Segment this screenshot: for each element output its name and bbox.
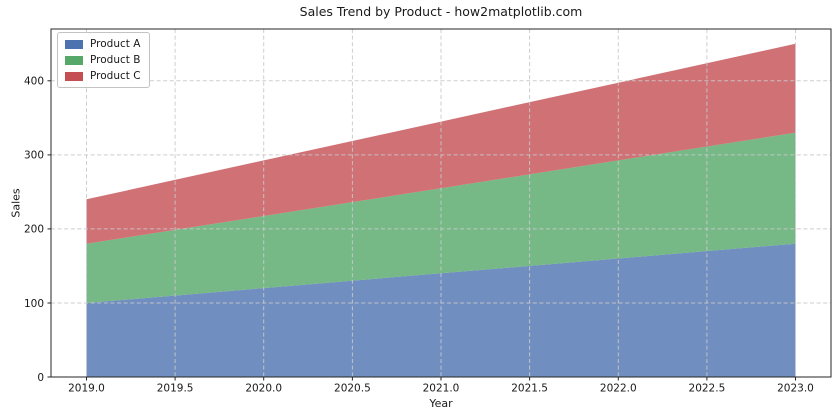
x-axis-label: Year	[429, 397, 453, 410]
legend-item-product-b: Product B	[65, 54, 141, 66]
y-tick-label: 0	[37, 372, 44, 384]
legend-swatch-product-b	[65, 55, 83, 65]
x-tick-label: 2019.5	[157, 383, 194, 395]
legend-label-product-c: Product C	[90, 70, 141, 82]
legend-label-product-a: Product A	[90, 38, 141, 50]
x-tick-label: 2020.0	[245, 383, 282, 395]
x-tick-label: 2022.5	[689, 383, 726, 395]
x-tick-label: 2022.0	[600, 383, 637, 395]
legend: Product A Product B Product C	[57, 32, 150, 88]
x-tick-label: 2021.0	[423, 383, 460, 395]
y-tick-label: 200	[24, 224, 44, 236]
legend-label-product-b: Product B	[90, 54, 141, 66]
y-tick-label: 300	[24, 150, 44, 162]
legend-item-product-c: Product C	[65, 70, 141, 82]
chart-title: Sales Trend by Product - how2matplotlib.…	[299, 4, 583, 19]
x-tick-label: 2021.5	[511, 383, 548, 395]
x-tick-label: 2019.0	[68, 383, 105, 395]
x-tick-label: 2023.0	[777, 383, 814, 395]
legend-swatch-product-c	[65, 71, 83, 81]
legend-swatch-product-a	[65, 39, 83, 49]
y-tick-label: 100	[24, 298, 44, 310]
y-tick-label: 400	[24, 76, 44, 88]
x-tick-label: 2020.5	[334, 383, 371, 395]
legend-item-product-a: Product A	[65, 38, 141, 50]
y-axis-label: Sales	[9, 188, 23, 218]
